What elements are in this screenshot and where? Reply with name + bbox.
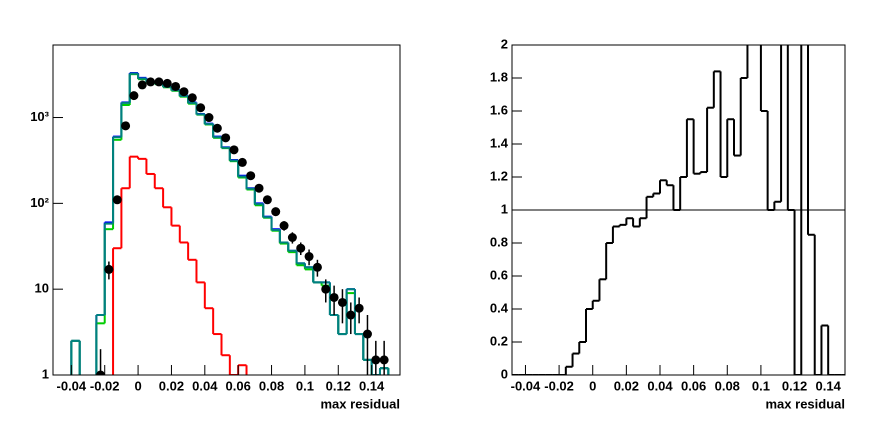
data-point bbox=[254, 183, 264, 193]
data-point bbox=[246, 171, 256, 181]
data-point bbox=[379, 355, 389, 365]
x-tick-label: 0.12 bbox=[326, 378, 351, 393]
data-point bbox=[346, 310, 356, 320]
y-tick-label: 1 bbox=[42, 366, 49, 381]
data-point bbox=[121, 121, 131, 131]
data-point bbox=[112, 195, 122, 205]
x-tick-label: 0.02 bbox=[159, 378, 184, 393]
x-tick-label: 0.06 bbox=[226, 378, 251, 393]
data-point bbox=[296, 243, 306, 253]
data-point bbox=[137, 80, 147, 90]
y-tick-label: 1.4 bbox=[490, 135, 509, 150]
data-point bbox=[179, 87, 189, 97]
x-tick-label: 0.04 bbox=[192, 378, 218, 393]
y-tick-label: 0.2 bbox=[490, 333, 508, 348]
y-tick-label: 1 bbox=[501, 201, 508, 216]
data-point bbox=[362, 329, 372, 339]
x-tick-label: -0.04 bbox=[57, 378, 87, 393]
x-tick-label: 0 bbox=[589, 378, 596, 393]
x-tick-label: 0.1 bbox=[752, 378, 770, 393]
data-point bbox=[221, 133, 231, 143]
x-tick-label: -0.02 bbox=[90, 378, 120, 393]
data-point bbox=[171, 81, 181, 91]
data-point bbox=[237, 157, 247, 167]
data-point bbox=[162, 78, 172, 88]
data-point bbox=[337, 297, 347, 307]
x-tick-label: 0.12 bbox=[782, 378, 807, 393]
plot-area bbox=[512, 45, 845, 375]
data-point bbox=[287, 233, 297, 243]
y-tick-label: 1.6 bbox=[490, 102, 508, 117]
frame bbox=[52, 44, 401, 376]
data-point bbox=[154, 77, 164, 87]
data-point bbox=[304, 252, 314, 262]
data-point bbox=[321, 284, 331, 294]
x-tick-label: 0.02 bbox=[614, 378, 639, 393]
y-tick-label: 1.8 bbox=[490, 69, 508, 84]
data-point bbox=[262, 195, 272, 205]
y-tick-label: 2 bbox=[501, 36, 508, 51]
x-tick-label: -0.04 bbox=[511, 378, 541, 393]
data-point bbox=[371, 355, 381, 365]
data-point bbox=[146, 77, 156, 87]
y-tick-label: 0.6 bbox=[490, 267, 508, 282]
data-point bbox=[187, 93, 197, 103]
data-point bbox=[229, 145, 239, 155]
data-point bbox=[129, 91, 139, 101]
data-point bbox=[196, 103, 206, 113]
x-tick-label: 0.04 bbox=[647, 378, 673, 393]
data-point bbox=[279, 221, 289, 231]
x-tick-label: 0.08 bbox=[259, 378, 284, 393]
x-tick-label: -0.02 bbox=[544, 378, 574, 393]
x-tick-label: 0.14 bbox=[816, 378, 842, 393]
data-point bbox=[312, 262, 322, 272]
data-point bbox=[104, 264, 114, 274]
data-point bbox=[212, 123, 222, 133]
x-tick-label: 0.1 bbox=[296, 378, 314, 393]
data-point bbox=[329, 292, 339, 302]
y-tick-label: 10³ bbox=[30, 109, 49, 124]
data-point bbox=[96, 370, 106, 375]
x-axis-label: max residual bbox=[766, 396, 846, 411]
data-point bbox=[271, 207, 281, 217]
plot-area bbox=[70, 72, 390, 375]
y-tick-label: 10² bbox=[30, 195, 49, 210]
y-tick-label: 10 bbox=[35, 281, 49, 296]
panel: -0.04 -0.02 0 0.02 0.04 0.06 0.08 0.1 0.12 0.14 0 0… bbox=[490, 36, 846, 411]
data-point bbox=[354, 303, 364, 313]
x-tick-label: 0.06 bbox=[681, 378, 706, 393]
data-point bbox=[204, 113, 214, 123]
x-axis-label: max residual bbox=[321, 396, 401, 411]
x-tick-label: 0.08 bbox=[715, 378, 740, 393]
x-tick-label: 0.14 bbox=[359, 378, 385, 393]
y-tick-label: 0.8 bbox=[490, 234, 508, 249]
y-tick-label: 0.4 bbox=[490, 300, 509, 315]
y-tick-label: 0 bbox=[501, 366, 508, 381]
y-tick-label: 1.2 bbox=[490, 168, 508, 183]
panel: -0.04 -0.02 0 0.02 0.04 0.06 0.08 0.1 0.12 0.14 1 1… bbox=[30, 44, 401, 411]
x-tick-label: 0 bbox=[134, 378, 141, 393]
